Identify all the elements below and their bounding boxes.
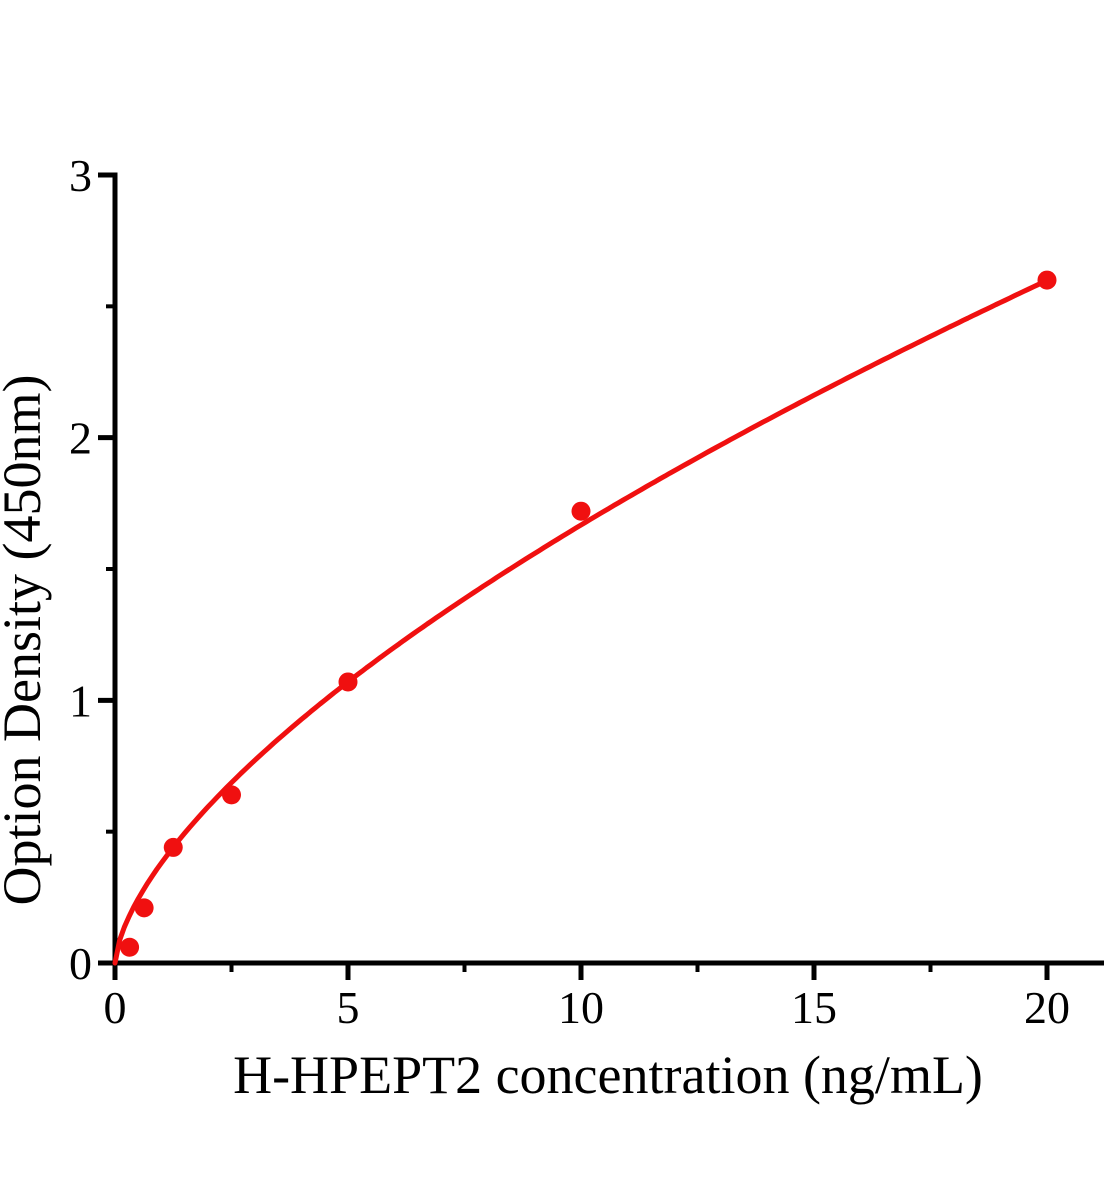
data-point — [571, 501, 591, 521]
y-tick-label: 0 — [69, 938, 92, 989]
data-points-group — [120, 270, 1057, 957]
y-tick-label: 3 — [69, 150, 92, 201]
fit-curve-line — [112, 278, 1050, 966]
y-tick-label: 2 — [69, 413, 92, 464]
x-tick-label: 20 — [1024, 982, 1070, 1033]
data-point — [222, 785, 241, 805]
data-point — [1037, 270, 1057, 290]
x-tick-label: 10 — [558, 982, 604, 1033]
data-point — [134, 898, 154, 918]
x-tick-label: 0 — [104, 982, 127, 1033]
data-point — [163, 837, 183, 857]
tick-labels-group: 0 5 10 15 20 0 1 2 3 — [69, 150, 1070, 1033]
x-tick-label: 5 — [337, 982, 360, 1033]
data-point — [120, 937, 140, 957]
y-axis-title: Option Density (450nm) — [0, 375, 52, 906]
x-axis-title: H-HPEPT2 concentration (ng/mL) — [233, 1045, 983, 1105]
axes-group — [98, 172, 1104, 980]
x-tick-label: 15 — [791, 982, 837, 1033]
fit-curve-group — [112, 278, 1050, 966]
data-point — [338, 672, 358, 692]
y-tick-label: 1 — [69, 675, 92, 726]
